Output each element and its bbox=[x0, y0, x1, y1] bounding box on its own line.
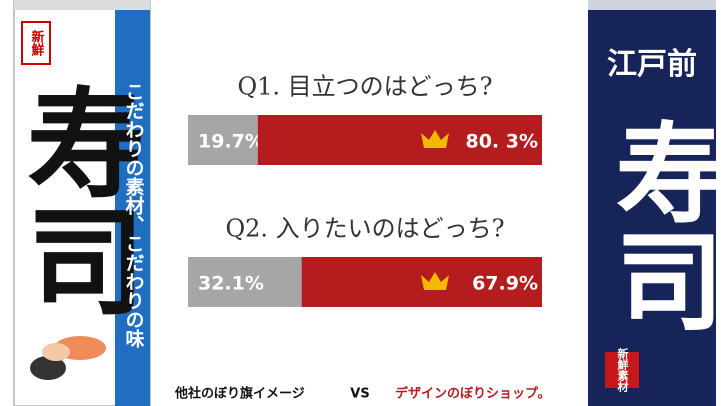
right-top: 江戸前 bbox=[607, 47, 697, 82]
question-title: Q2. 入りたいのはどっち? bbox=[225, 215, 504, 243]
crown-icon bbox=[421, 130, 449, 148]
left-main: 寿司 bbox=[7, 82, 146, 318]
left-tagline: こだわりの素材、こだわりの味 bbox=[123, 82, 145, 349]
question-title: Q1. 目立つのはどっち? bbox=[237, 73, 492, 101]
bar-segment bbox=[301, 257, 542, 307]
crown-icon bbox=[421, 272, 449, 290]
bar-segment bbox=[188, 115, 258, 165]
footer-right: デザインのぼりショップ。 bbox=[395, 386, 551, 402]
bar-segment bbox=[257, 115, 542, 165]
value-label: 67.9% bbox=[472, 273, 538, 295]
left-banner: 新鮮 寿司 こだわりの素材、こだわりの味 bbox=[7, 0, 151, 406]
value-label: 32.1% bbox=[198, 273, 264, 295]
value-label: 19.7% bbox=[198, 131, 264, 153]
bar-segment bbox=[188, 257, 302, 307]
right-main: 寿司 bbox=[598, 117, 721, 333]
footer-vs: VS bbox=[350, 387, 369, 402]
left-stamp: 新鮮 bbox=[29, 29, 45, 57]
footer-left: 他社のぼり旗イメージ bbox=[174, 386, 305, 402]
right-stamp: 新鮮素材 bbox=[616, 347, 629, 393]
value-label: 80. 3% bbox=[465, 131, 538, 153]
right-banner: 江戸前 寿司 新鮮素材 bbox=[588, 0, 721, 406]
